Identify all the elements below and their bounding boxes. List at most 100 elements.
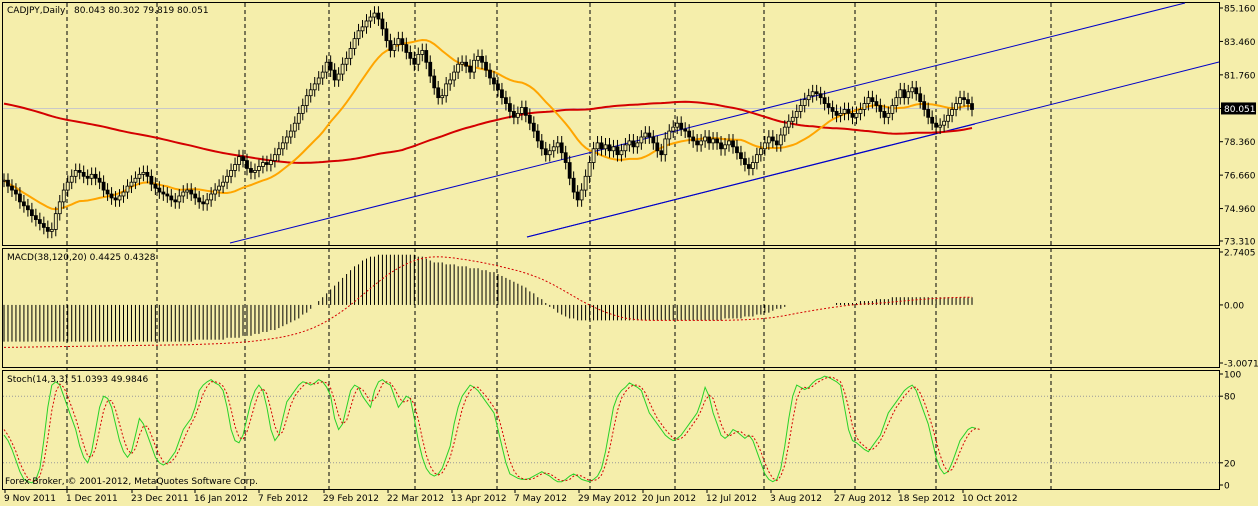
- candle: [57, 194, 62, 221]
- candle-body: [946, 114, 950, 122]
- candle-body: [177, 195, 182, 203]
- candle-body: [508, 103, 512, 112]
- candle: [687, 124, 692, 144]
- candle: [683, 122, 688, 138]
- candle: [950, 102, 954, 123]
- candle: [782, 120, 787, 142]
- candle-body: [253, 170, 257, 173]
- candle: [272, 147, 277, 168]
- candle-body: [822, 97, 827, 104]
- candle-body: [535, 130, 540, 142]
- stoch-tick-label: 20: [1224, 459, 1236, 469]
- candle-body: [762, 142, 767, 150]
- candle-body: [157, 187, 162, 193]
- candle-body: [866, 97, 871, 104]
- candle-body: [587, 162, 592, 177]
- candle: [61, 183, 66, 209]
- time-tick-label: 23 Dec 2011: [131, 494, 189, 504]
- candle-body: [197, 197, 202, 203]
- candle: [368, 10, 373, 28]
- candle: [858, 102, 863, 121]
- candle-body: [272, 154, 277, 161]
- candle-body: [623, 144, 628, 152]
- candle-body: [786, 120, 791, 128]
- candle: [141, 165, 146, 182]
- candle-body: [918, 93, 923, 102]
- candle: [599, 136, 604, 156]
- candle-body: [137, 173, 142, 179]
- candle: [284, 130, 289, 150]
- candle: [695, 134, 700, 152]
- candle: [145, 165, 150, 184]
- candle: [201, 194, 206, 211]
- candle-body: [906, 91, 911, 99]
- candle-body: [619, 150, 624, 156]
- candle: [14, 183, 18, 201]
- candle: [73, 163, 78, 184]
- candle-body: [966, 99, 970, 104]
- candle-body: [209, 193, 214, 201]
- candle-body: [193, 193, 198, 199]
- candle-body: [344, 57, 349, 65]
- candle: [615, 139, 620, 162]
- candle: [372, 6, 377, 24]
- candle-body: [962, 97, 966, 101]
- candle: [882, 104, 887, 125]
- candle: [253, 163, 257, 180]
- candle: [778, 128, 783, 152]
- candle: [153, 177, 158, 195]
- ma-fast-line: [3, 38, 973, 211]
- candle: [26, 198, 30, 217]
- candle-body: [368, 16, 373, 22]
- candle: [607, 137, 612, 158]
- candle-body: [543, 148, 548, 156]
- candle: [217, 179, 222, 197]
- main-price-panel: [2, 2, 1220, 244]
- candle: [444, 77, 449, 103]
- candle-body: [37, 219, 42, 224]
- candle: [265, 155, 269, 172]
- candle-body: [643, 132, 648, 138]
- candle: [850, 106, 855, 125]
- candle-body: [659, 150, 664, 156]
- candle-body: [531, 122, 536, 132]
- candle-body: [547, 150, 552, 156]
- candle-body: [165, 193, 170, 197]
- candle: [432, 69, 437, 95]
- candle-body: [412, 57, 417, 65]
- candle: [711, 132, 715, 150]
- candle: [715, 132, 719, 150]
- candle: [169, 189, 174, 207]
- candle: [312, 77, 317, 97]
- candle-body: [970, 103, 974, 110]
- candle: [241, 149, 245, 168]
- candle: [547, 143, 552, 162]
- candle: [643, 126, 648, 144]
- candle-body: [388, 40, 393, 51]
- candle-body: [527, 114, 532, 124]
- candle-body: [655, 142, 660, 152]
- candle-body: [751, 162, 755, 169]
- candle: [603, 137, 608, 156]
- candle-body: [352, 38, 357, 49]
- stoch-title: Stoch(14,3,3) 51.0393 49.9846: [7, 375, 148, 385]
- candle: [790, 110, 795, 129]
- candle-body: [854, 112, 859, 118]
- candle: [209, 187, 214, 207]
- candle-body: [65, 181, 70, 191]
- candle-body: [173, 199, 178, 203]
- candle-body: [782, 126, 787, 136]
- candle-body: [280, 142, 285, 150]
- candle-body: [511, 111, 516, 118]
- candle: [237, 149, 241, 172]
- candle-body: [711, 138, 715, 144]
- candle-body: [169, 195, 174, 201]
- candle-body: [595, 142, 600, 150]
- candle: [316, 71, 321, 91]
- candle-body: [141, 171, 146, 175]
- candle: [735, 139, 739, 160]
- candle: [774, 134, 779, 152]
- candle: [627, 134, 632, 152]
- candle-body: [591, 148, 596, 163]
- candle-body: [109, 193, 114, 199]
